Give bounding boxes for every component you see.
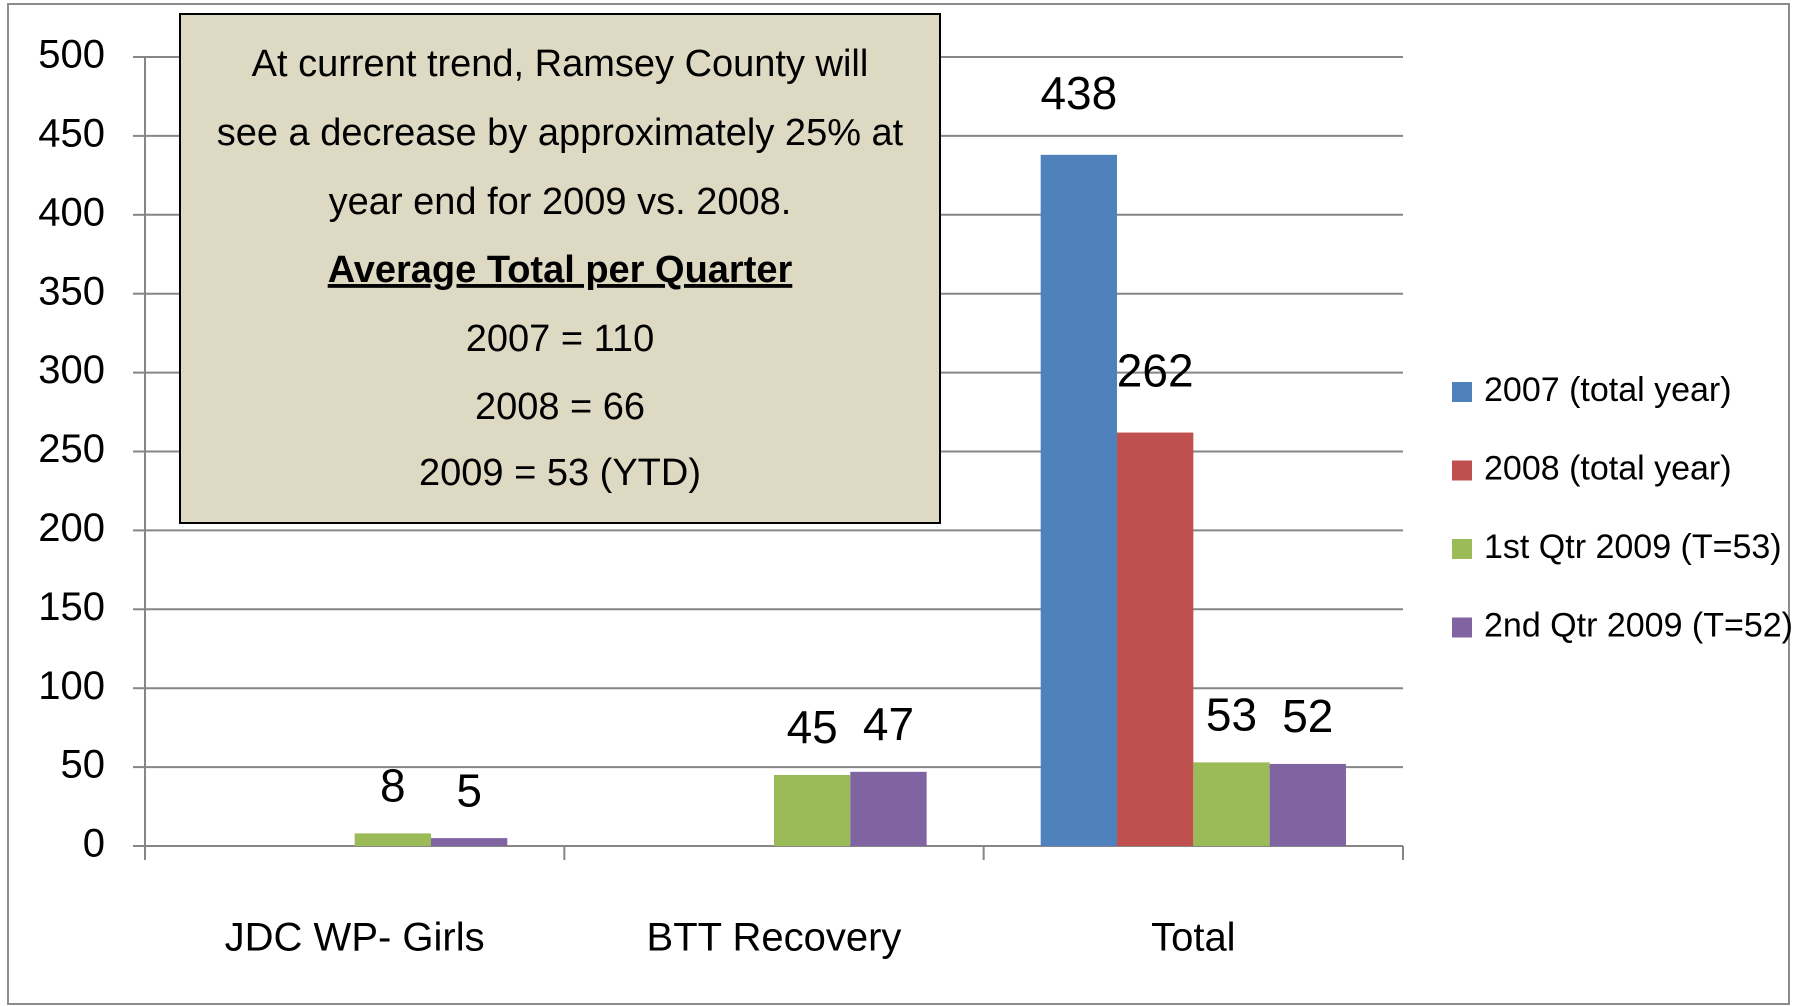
y-tick-label: 400 xyxy=(38,190,105,234)
annotation-line: see a decrease by approximately 25% at xyxy=(217,112,904,154)
legend-swatch xyxy=(1452,539,1472,559)
bar xyxy=(1040,154,1118,846)
data-label: 45 xyxy=(787,701,838,753)
bar xyxy=(1193,762,1270,846)
data-label: 438 xyxy=(1040,67,1117,119)
annotation-box xyxy=(179,13,941,524)
data-label: 5 xyxy=(456,764,482,816)
x-tick-label: BTT Recovery xyxy=(647,916,902,960)
y-tick-label: 250 xyxy=(38,427,105,471)
bar xyxy=(774,774,851,846)
data-label: 262 xyxy=(1117,345,1194,397)
data-label: 47 xyxy=(863,698,914,750)
y-tick-label: 0 xyxy=(83,822,105,866)
data-label: 8 xyxy=(380,760,406,812)
bar xyxy=(430,838,508,846)
y-tick-label: 300 xyxy=(38,348,105,392)
legend-swatch xyxy=(1452,460,1472,481)
y-tick-label: 200 xyxy=(38,506,105,550)
legend-label: 1st Qtr 2009 (T=53) xyxy=(1484,528,1782,566)
annotation-line: 2009 = 53 (YTD) xyxy=(419,452,701,494)
y-tick-label: 100 xyxy=(38,664,105,708)
bar xyxy=(1269,763,1346,846)
data-label: 53 xyxy=(1206,689,1257,741)
bar xyxy=(850,771,927,846)
bar xyxy=(1117,432,1194,846)
annotation-line: Average Total per Quarter xyxy=(328,249,793,291)
legend-swatch xyxy=(1452,382,1472,402)
annotation-line: At current trend, Ramsey County will xyxy=(252,43,869,85)
legend-label: 2007 (total year) xyxy=(1484,371,1732,409)
y-tick-label: 50 xyxy=(61,743,106,787)
annotation-line: year end for 2009 vs. 2008. xyxy=(329,181,792,223)
legend-swatch xyxy=(1452,617,1472,638)
annotation-line: 2008 = 66 xyxy=(475,386,645,428)
y-tick-label: 450 xyxy=(38,111,105,155)
x-tick-label: JDC WP- Girls xyxy=(225,916,485,960)
bar xyxy=(354,833,431,846)
y-tick-label: 150 xyxy=(38,585,105,629)
x-tick-label: Total xyxy=(1151,916,1236,960)
legend-label: 2nd Qtr 2009 (T=52) xyxy=(1484,606,1793,644)
legend-label: 2008 (total year) xyxy=(1484,449,1732,487)
annotation-line: 2007 = 110 xyxy=(466,318,654,360)
y-tick-label: 500 xyxy=(38,33,105,77)
y-tick-label: 350 xyxy=(38,269,105,313)
data-label: 52 xyxy=(1282,690,1333,742)
